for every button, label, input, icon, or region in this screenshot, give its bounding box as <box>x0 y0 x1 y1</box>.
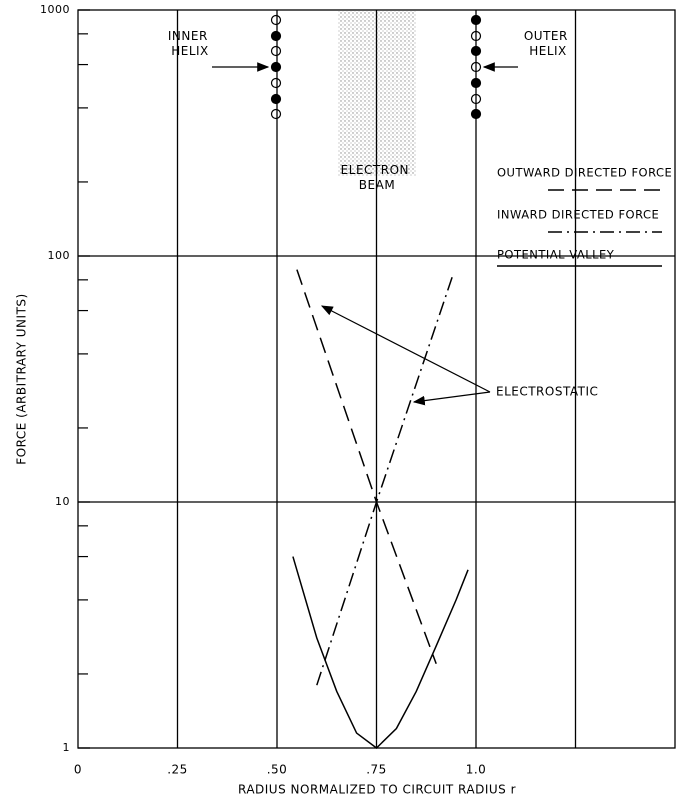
data-line <box>316 276 453 686</box>
annotation-arrows <box>212 62 518 406</box>
y-tick-label: 10 <box>55 495 70 508</box>
annotation: OUTER HELIX <box>524 29 572 58</box>
inner-helix-conductors <box>270 14 282 120</box>
x-tick-label: 1.0 <box>466 763 487 777</box>
x-tick-label: 0 <box>74 763 82 777</box>
x-tick-label: .25 <box>167 763 188 777</box>
x-axis-label: RADIUS NORMALIZED TO CIRCUIT RADIUS r <box>238 783 516 797</box>
legend-label: INWARD DIRECTED FORCE <box>497 208 659 222</box>
legend-label: POTENTIAL VALLEY <box>497 248 615 262</box>
y-tick-label: 1 <box>63 741 71 754</box>
x-tick-label: .75 <box>366 763 387 777</box>
y-tick-label: 100 <box>48 249 71 262</box>
y-axis-label: FORCE (ARBITRARY UNITS) <box>15 293 29 464</box>
annotation: ELECTROSTATIC <box>496 385 598 399</box>
y-tick-label: 1000 <box>40 3 70 16</box>
data-line <box>292 556 469 749</box>
annotation: INNER HELIX <box>168 29 212 58</box>
legend-label: OUTWARD DIRECTED FORCE <box>497 166 672 180</box>
x-tick-label: .50 <box>267 763 288 777</box>
